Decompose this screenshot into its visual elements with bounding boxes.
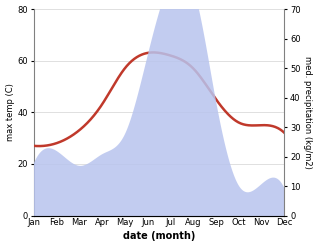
Y-axis label: med. precipitation (kg/m2): med. precipitation (kg/m2)	[303, 56, 313, 169]
Y-axis label: max temp (C): max temp (C)	[5, 83, 15, 141]
X-axis label: date (month): date (month)	[123, 231, 195, 242]
